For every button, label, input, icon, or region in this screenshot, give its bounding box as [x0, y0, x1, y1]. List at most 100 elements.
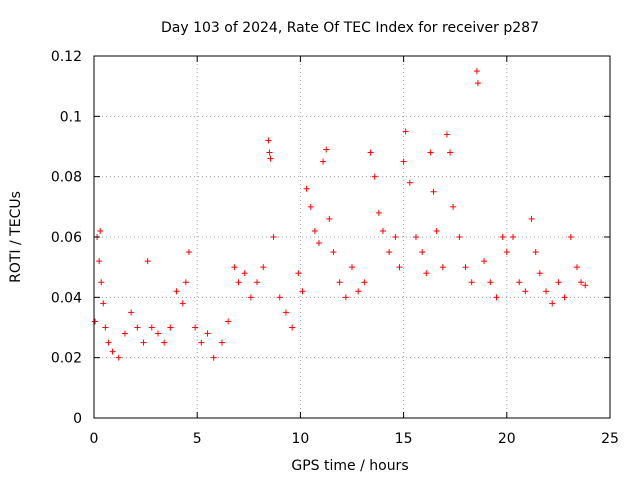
data-point: [109, 348, 116, 355]
data-point: [192, 324, 199, 331]
data-point: [573, 264, 580, 271]
data-point: [567, 234, 574, 240]
data-point: [447, 149, 454, 156]
y-tick-label: 0.12: [51, 49, 82, 65]
data-point: [439, 264, 446, 271]
data-point: [115, 354, 122, 361]
x-tick-label: 20: [498, 431, 516, 447]
data-point: [555, 279, 562, 286]
data-point: [210, 354, 217, 361]
data-point: [204, 330, 211, 337]
data-point: [134, 324, 141, 331]
data-point: [402, 128, 409, 135]
data-point: [225, 318, 232, 325]
y-tick-label: 0.06: [51, 230, 82, 246]
data-point: [307, 203, 314, 210]
y-tick-label: 0: [73, 411, 82, 427]
data-point: [468, 279, 475, 286]
data-point: [270, 234, 277, 240]
data-point: [361, 279, 368, 286]
data-point: [474, 80, 481, 87]
data-point: [509, 234, 516, 240]
data-point: [543, 288, 550, 295]
data-point: [320, 158, 327, 165]
data-point: [105, 339, 112, 346]
data-point: [323, 146, 330, 153]
data-point: [173, 288, 180, 295]
data-point: [282, 309, 289, 316]
data-point: [430, 188, 437, 195]
data-point: [400, 158, 407, 165]
data-point: [443, 131, 450, 138]
data-point: [295, 270, 302, 277]
data-point: [266, 149, 273, 156]
data-point: [349, 264, 355, 271]
data-point: [427, 149, 434, 156]
data-point: [235, 279, 242, 286]
data-point: [98, 279, 105, 286]
y-tick-label: 0.1: [60, 109, 82, 125]
data-points: [92, 68, 589, 361]
data-point: [267, 155, 274, 162]
data-point: [481, 258, 488, 265]
data-point: [97, 227, 104, 234]
data-point: [412, 234, 419, 240]
data-point: [303, 185, 310, 192]
data-point: [375, 209, 382, 216]
chart-title: Day 103 of 2024, Rate Of TEC Index for r…: [161, 20, 539, 36]
data-point: [148, 324, 155, 331]
data-point: [299, 288, 306, 295]
data-point: [154, 330, 161, 337]
data-point: [289, 324, 296, 331]
data-point: [92, 318, 99, 325]
data-point: [462, 264, 469, 271]
data-point: [582, 282, 589, 289]
y-axis-label: ROTI / TECUs: [8, 191, 24, 283]
data-point: [450, 203, 457, 210]
axis-ticks: 0 0.02 0.04 0.06 0.08 0.1 0.12 0 5 10 15 20 25: [51, 49, 619, 447]
y-tick-label: 0.04: [51, 290, 82, 306]
plot-frame: [93, 55, 611, 419]
x-tick-label: 0: [90, 431, 99, 447]
data-point: [516, 279, 523, 286]
data-point: [522, 288, 529, 295]
data-point: [392, 234, 399, 240]
data-point: [185, 249, 192, 256]
data-point: [218, 339, 225, 346]
data-point: [330, 249, 337, 256]
data-point: [371, 173, 378, 180]
data-point: [254, 279, 261, 286]
data-point: [140, 339, 147, 346]
data-point: [265, 137, 272, 144]
data-point: [423, 270, 430, 277]
data-point: [493, 294, 500, 301]
data-point: [260, 264, 267, 271]
data-point: [419, 249, 426, 256]
data-point: [247, 294, 254, 301]
data-point: [406, 179, 413, 186]
data-point: [276, 294, 283, 301]
data-point: [96, 258, 103, 265]
data-point: [367, 149, 374, 156]
data-point: [578, 279, 585, 286]
data-point: [102, 324, 109, 331]
data-point: [386, 249, 393, 256]
x-tick-label: 15: [395, 431, 413, 447]
data-point: [167, 324, 174, 331]
data-point: [355, 288, 362, 295]
x-tick-label: 25: [601, 431, 619, 447]
data-point: [433, 227, 440, 234]
data-point: [326, 215, 333, 222]
data-point: [182, 279, 189, 286]
data-point: [487, 279, 494, 286]
y-tick-label: 0.08: [51, 170, 82, 186]
data-point: [499, 234, 506, 240]
x-axis-label: GPS time / hours: [291, 458, 408, 474]
data-point: [179, 300, 186, 307]
data-point: [456, 234, 463, 240]
data-point: [549, 300, 556, 307]
data-point: [536, 270, 543, 277]
data-point: [231, 264, 238, 271]
data-point: [342, 294, 349, 301]
